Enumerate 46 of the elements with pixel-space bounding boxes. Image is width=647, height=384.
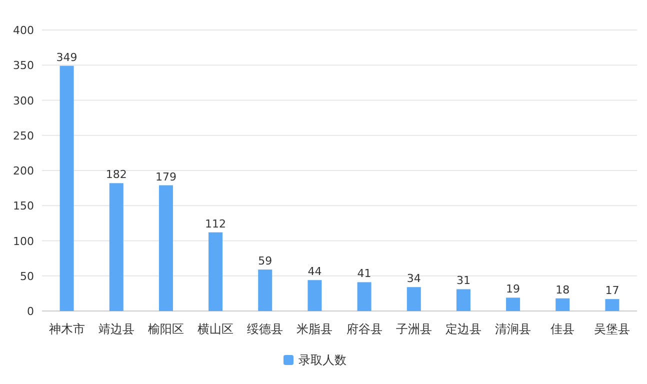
x-tick-label: 吴堡县	[594, 322, 630, 336]
x-tick-label: 靖边县	[98, 322, 134, 336]
x-tick-label: 榆阳区	[148, 322, 184, 336]
bar	[258, 270, 272, 311]
x-tick-label: 绥德县	[247, 322, 284, 336]
data-label: 41	[357, 267, 372, 280]
y-tick-label: 0	[27, 305, 34, 318]
data-label: 349	[56, 50, 78, 64]
legend-label: 录取人数	[298, 353, 346, 367]
bar	[605, 299, 620, 311]
x-tick-label: 府谷县	[346, 322, 382, 336]
bar	[109, 183, 124, 311]
bar	[506, 298, 520, 311]
data-label: 31	[456, 274, 470, 288]
bar	[158, 185, 173, 311]
x-tick-label: 米脂县	[296, 322, 333, 336]
bar	[208, 232, 223, 311]
x-tick-label: 子洲县	[396, 322, 432, 336]
x-tick-label: 定边县	[445, 322, 482, 336]
x-tick-label: 佳县	[550, 322, 575, 336]
data-label: 19	[506, 282, 520, 296]
x-tick-label: 神木市	[48, 322, 85, 336]
bar	[60, 66, 74, 311]
x-tick-label: 横山区	[198, 322, 234, 336]
bar	[308, 280, 322, 311]
x-tick-label: 清涧县	[495, 322, 532, 336]
y-tick-label: 300	[13, 94, 34, 108]
y-tick-label: 250	[13, 129, 34, 142]
y-tick-label: 50	[20, 270, 34, 283]
bar	[556, 298, 570, 311]
y-tick-label: 200	[13, 164, 34, 178]
bar	[406, 287, 421, 311]
y-tick-label: 150	[13, 200, 34, 213]
y-tick-label: 100	[13, 234, 34, 248]
data-label: 34	[406, 272, 421, 286]
data-label: 179	[155, 170, 176, 184]
y-tick-label: 350	[13, 59, 34, 72]
y-tick-label: 400	[13, 24, 34, 37]
data-label: 182	[106, 168, 127, 182]
bar	[357, 282, 372, 311]
bar	[456, 289, 470, 311]
data-label: 44	[308, 265, 322, 278]
data-label: 59	[258, 254, 272, 268]
data-label: 17	[605, 284, 620, 298]
data-label: 18	[556, 283, 570, 296]
data-label: 112	[205, 217, 226, 230]
